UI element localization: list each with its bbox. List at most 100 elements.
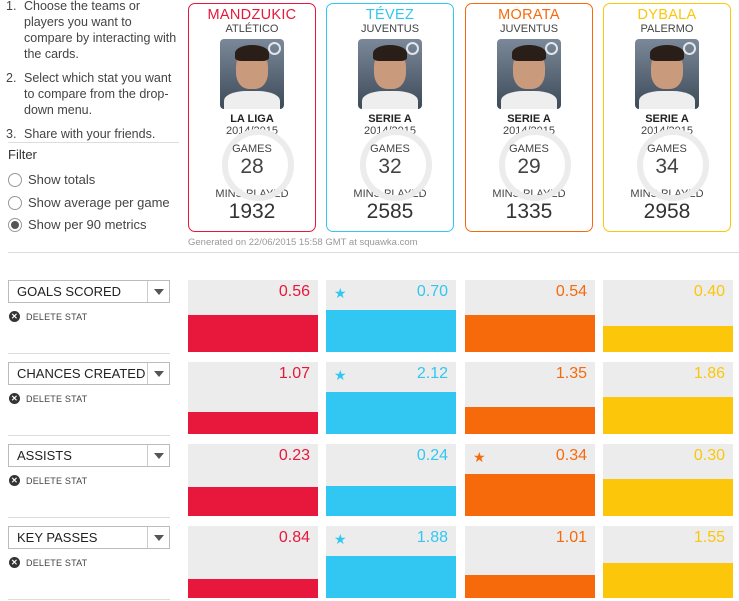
radio-button[interactable] xyxy=(8,172,22,187)
player-photo[interactable] xyxy=(220,39,284,109)
stat-bar xyxy=(603,397,733,434)
games-ring: GAMES 32 xyxy=(342,129,438,201)
stat-bar xyxy=(326,556,456,598)
divider xyxy=(8,599,170,600)
stat-bar xyxy=(465,474,595,516)
stat-value: 0.34 xyxy=(555,447,587,464)
stat-value: 1.35 xyxy=(555,365,587,382)
generated-note: Generated on 22/06/2015 15:58 GMT at squ… xyxy=(188,237,418,248)
photo-hair xyxy=(512,45,546,61)
games-value: 29 xyxy=(517,155,541,178)
instruction-number: 3. xyxy=(6,127,17,141)
chevron-down-icon[interactable] xyxy=(147,527,169,548)
stat-dropdown[interactable]: ASSISTS xyxy=(8,444,170,467)
photo-shirt xyxy=(639,91,695,109)
stat-dropdown-value: ASSISTS xyxy=(17,448,72,463)
chevron-down-icon[interactable] xyxy=(147,281,169,302)
stat-value: 0.56 xyxy=(278,283,310,300)
player-card[interactable]: DYBALA PALERMO SERIE A 2014/2015 GAMES 34 MINS… xyxy=(603,3,731,232)
player-card[interactable]: MORATA JUVENTUS SERIE A 2014/2015 GAMES 29 MIN… xyxy=(465,3,593,232)
stat-bar xyxy=(188,487,318,516)
divider xyxy=(8,435,170,436)
player-name: TÉVEZ xyxy=(365,7,415,23)
stat-value: 0.40 xyxy=(693,283,725,300)
delete-stat-label: DELETE STAT xyxy=(26,311,88,322)
delete-stat-button[interactable]: ✕ DELETE STAT xyxy=(9,557,87,568)
stat-bar xyxy=(326,310,456,352)
swap-player-icon[interactable] xyxy=(268,42,281,55)
stat-cell: 0.34 ★ xyxy=(465,444,595,516)
player-photo[interactable] xyxy=(497,39,561,109)
stat-cell: 1.88 ★ xyxy=(326,526,456,598)
games-label: GAMES xyxy=(509,143,549,155)
star-icon: ★ xyxy=(334,531,347,547)
stat-cell: 0.56 xyxy=(188,280,318,352)
stat-cell: 0.40 xyxy=(603,280,733,352)
stat-bar xyxy=(465,575,595,598)
mins-value: 2585 xyxy=(366,200,414,223)
delete-stat-button[interactable]: ✕ DELETE STAT xyxy=(9,311,87,322)
swap-player-icon[interactable] xyxy=(683,42,696,55)
games-ring: GAMES 28 xyxy=(204,129,300,201)
delete-stat-label: DELETE STAT xyxy=(26,475,88,486)
player-card[interactable]: TÉVEZ JUVENTUS SERIE A 2014/2015 GAMES 32 MINS… xyxy=(326,3,454,232)
swap-player-icon[interactable] xyxy=(545,42,558,55)
photo-hair xyxy=(650,45,684,61)
instruction-number: 2. xyxy=(6,71,17,85)
games-label: GAMES xyxy=(647,143,687,155)
stat-cell: 1.86 xyxy=(603,362,733,434)
radio-show-totals[interactable]: Show totals xyxy=(8,172,95,187)
stat-value: 1.07 xyxy=(278,365,310,382)
player-photo[interactable] xyxy=(635,39,699,109)
stat-value: 0.54 xyxy=(555,283,587,300)
photo-shirt xyxy=(362,91,418,109)
stat-bar xyxy=(465,315,595,352)
instruction-number: 1. xyxy=(6,0,17,13)
stat-value: 0.84 xyxy=(278,529,310,546)
stat-bar xyxy=(603,479,733,516)
mins-value: 2958 xyxy=(643,200,691,223)
radio-show-average[interactable]: Show average per game xyxy=(8,195,170,210)
games-value: 34 xyxy=(655,155,679,178)
stat-cell: 0.23 xyxy=(188,444,318,516)
stat-cell: 0.30 xyxy=(603,444,733,516)
chevron-down-icon[interactable] xyxy=(147,445,169,466)
close-icon: ✕ xyxy=(9,557,20,568)
delete-stat-label: DELETE STAT xyxy=(26,393,88,404)
player-club: JUVENTUS xyxy=(499,23,559,35)
player-league: SERIE A xyxy=(368,113,412,125)
delete-stat-button[interactable]: ✕ DELETE STAT xyxy=(9,475,87,486)
player-club: ATLÉTICO xyxy=(225,23,279,35)
player-photo[interactable] xyxy=(358,39,422,109)
radio-button[interactable] xyxy=(8,195,22,210)
stat-bar xyxy=(465,407,595,434)
photo-shirt xyxy=(501,91,557,109)
stat-dropdown[interactable]: CHANCES CREATED xyxy=(8,362,170,385)
photo-hair xyxy=(373,45,407,61)
stat-value: 1.86 xyxy=(693,365,725,382)
close-icon: ✕ xyxy=(9,311,20,322)
games-ring: GAMES 34 xyxy=(619,129,715,201)
divider xyxy=(8,252,739,253)
stat-dropdown[interactable]: GOALS SCORED xyxy=(8,280,170,303)
mins-value: 1335 xyxy=(505,200,553,223)
stat-dropdown-value: GOALS SCORED xyxy=(17,284,122,299)
instruction-text: Select which stat you want to compare fr… xyxy=(24,71,172,117)
player-league: SERIE A xyxy=(507,113,551,125)
instruction-item: 2. Select which stat you want to compare … xyxy=(6,70,181,118)
games-value: 28 xyxy=(240,155,264,178)
chevron-down-icon[interactable] xyxy=(147,363,169,384)
stat-dropdown[interactable]: KEY PASSES xyxy=(8,526,170,549)
swap-player-icon[interactable] xyxy=(406,42,419,55)
delete-stat-button[interactable]: ✕ DELETE STAT xyxy=(9,393,87,404)
player-name: DYBALA xyxy=(637,7,697,23)
radio-button[interactable] xyxy=(8,217,22,232)
instruction-item: 3. Share with your friends. xyxy=(6,126,181,142)
stat-bar xyxy=(188,315,318,352)
player-card[interactable]: MANDZUKIC ATLÉTICO LA LIGA 2014/2015 GAMES 28… xyxy=(188,3,316,232)
stat-bar xyxy=(326,486,456,516)
games-label: GAMES xyxy=(232,143,272,155)
stat-value: 1.88 xyxy=(416,529,448,546)
player-league: SERIE A xyxy=(645,113,689,125)
radio-show-per-90[interactable]: Show per 90 metrics xyxy=(8,217,147,232)
